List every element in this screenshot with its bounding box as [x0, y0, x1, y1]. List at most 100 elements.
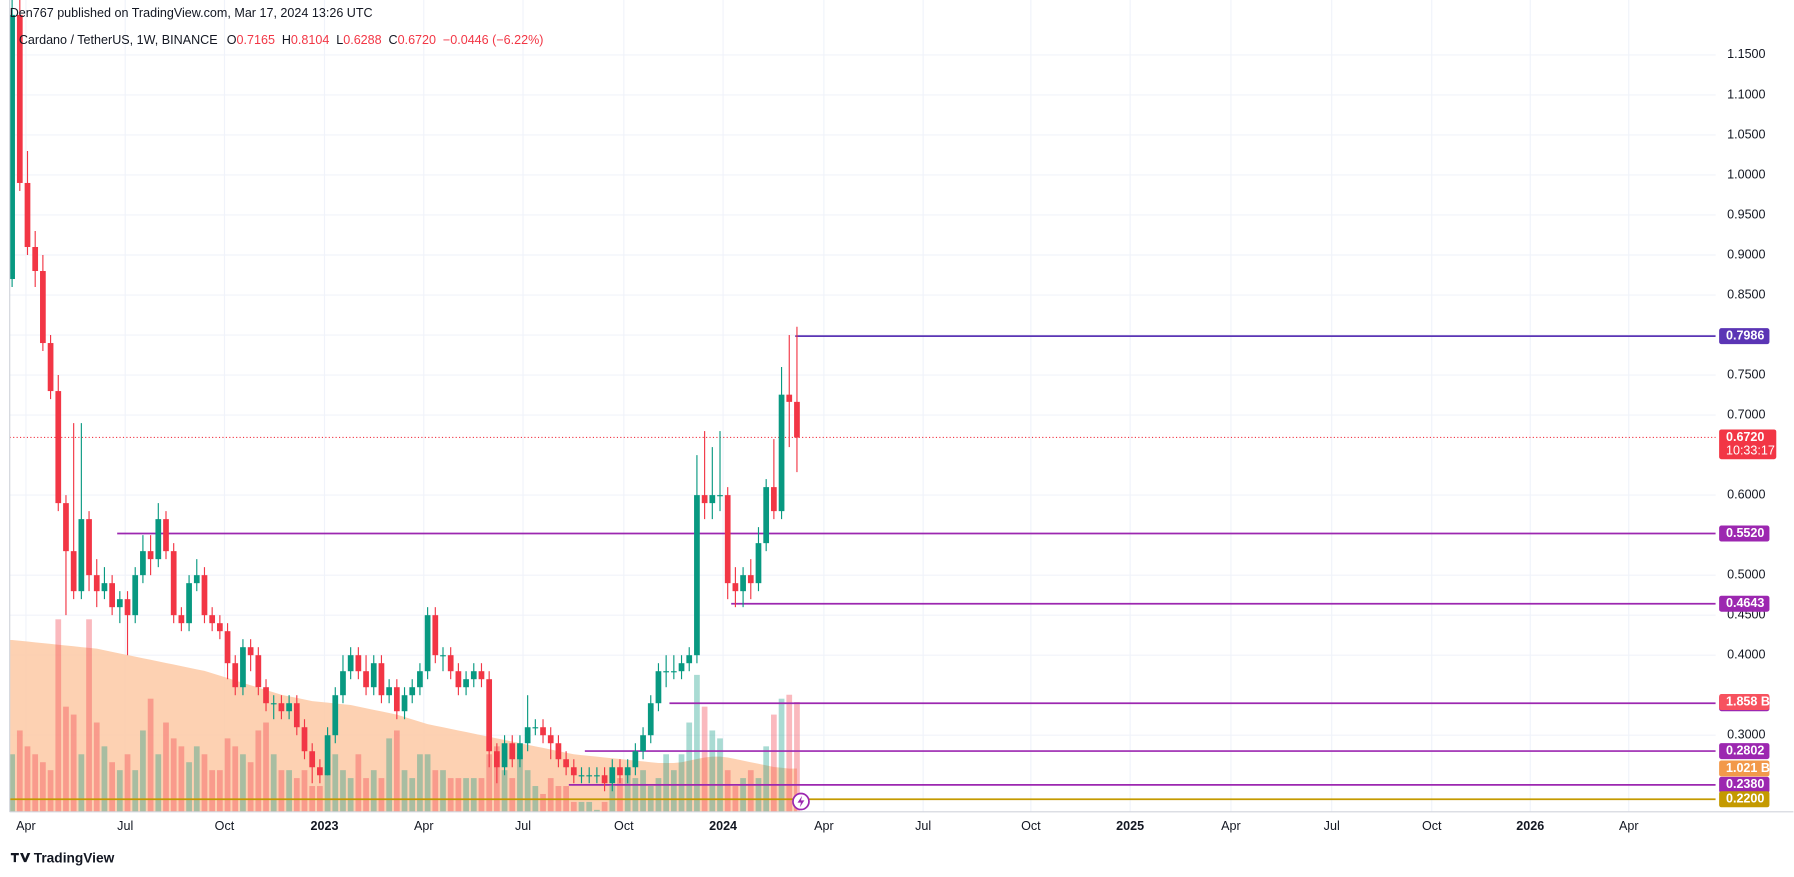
legend: Cardano / TetherUS, 1W, BINANCE O0.7165 H0…: [19, 33, 544, 47]
candle-body: [370, 663, 377, 688]
volume-bar: [794, 702, 800, 812]
legend-value: 0.8104: [291, 33, 329, 47]
x-tick-label: Oct: [1021, 819, 1041, 833]
volume-bar: [701, 706, 708, 812]
candle-body: [140, 551, 146, 576]
candle-body: [293, 703, 300, 728]
candle-body: [409, 687, 416, 696]
candle-body: [655, 671, 662, 704]
candle-body: [378, 663, 385, 696]
level-label: 0.2200: [1726, 792, 1764, 806]
volume-bar: [163, 722, 169, 812]
candle-body: [447, 655, 454, 672]
volume-bar: [109, 762, 115, 812]
volume-bar: [540, 793, 546, 812]
candle-body: [116, 599, 123, 608]
level-label: 0.5520: [1726, 526, 1764, 540]
volume-bar: [47, 770, 54, 812]
candle-body: [170, 551, 177, 616]
published: Den767 published on TradingView.com, Mar…: [10, 6, 373, 20]
legend-key: L: [336, 33, 343, 47]
candle-body: [186, 583, 192, 624]
x-tick-label: Oct: [1422, 819, 1442, 833]
candle-body: [717, 495, 723, 497]
candle-body: [32, 246, 39, 272]
candle-body: [740, 575, 746, 592]
candle-body: [594, 775, 600, 777]
volume-bar: [678, 754, 685, 812]
last-price-box: [1719, 429, 1777, 460]
candle-body: [209, 615, 216, 624]
candle-body: [670, 671, 677, 673]
overlay: Apr Jul Oct 2023 Apr Jul Oct 2024 Apr Jul Oct 2025 A…: [16, 47, 1777, 833]
candle-body: [640, 735, 646, 752]
candle-body: [424, 615, 431, 672]
volume-bar: [617, 778, 623, 812]
candle-body: [324, 735, 331, 776]
y-tick-label: 1.1500: [1727, 47, 1765, 61]
candle-body: [193, 575, 200, 584]
candle-body: [286, 703, 292, 712]
volume-bar: [409, 778, 416, 812]
x-tick-label: Oct: [614, 819, 634, 833]
y-tick-label: 1.0500: [1727, 127, 1765, 141]
candle-body: [401, 695, 408, 712]
candle-body: [201, 575, 208, 616]
volume-bar: [132, 770, 139, 812]
candle-body: [147, 551, 154, 560]
volume-bar: [463, 778, 469, 812]
y-tick-label: 0.9500: [1727, 207, 1765, 221]
volume-bar: [155, 754, 162, 812]
candle-body: [524, 727, 531, 744]
candle-body: [555, 743, 562, 760]
legend-value: 0.6720: [398, 33, 436, 47]
volume-bar: [624, 770, 631, 812]
candle-body: [63, 503, 69, 552]
candle-body: [617, 767, 623, 776]
x-tick-label: Apr: [1619, 819, 1639, 833]
candle-body: [86, 519, 92, 576]
volume-bar: [440, 770, 446, 812]
volume-bar: [340, 770, 346, 812]
volume-bar: [393, 730, 400, 812]
volume-bar: [116, 770, 123, 812]
y-tick-label: 1.1000: [1727, 87, 1765, 101]
volume-bar: [124, 754, 131, 812]
candle-body: [70, 551, 77, 592]
candle-body: [309, 751, 316, 768]
volume-bar: [278, 770, 285, 812]
candle-body: [393, 687, 400, 712]
volume-bar: [524, 770, 531, 812]
y-tick-label: 0.3000: [1727, 728, 1765, 742]
volume-bar: [363, 778, 369, 812]
grid: [9, 0, 1716, 812]
event-bolt: [797, 795, 805, 808]
volume-bar: [178, 746, 185, 812]
candle-body: [509, 743, 516, 760]
volume-bar: [594, 809, 600, 812]
volume-bar: [78, 754, 85, 812]
volume-bar: [778, 698, 785, 812]
volume-ma-area: [9, 639, 797, 812]
candle-body: [432, 615, 439, 656]
level-label-box: [1719, 791, 1770, 808]
volume-bar: [40, 762, 46, 812]
x-tick-label: Apr: [814, 819, 834, 833]
x-tick-label: 2024: [709, 819, 737, 833]
volume-label: 1.858 B: [1726, 694, 1770, 708]
candle-body: [763, 487, 770, 544]
y-tick-label: 0.5000: [1727, 567, 1765, 581]
volume-bar: [216, 770, 223, 812]
volume-label-box: [1719, 694, 1770, 711]
candle-body: [93, 575, 100, 592]
volume-bar: [324, 770, 331, 812]
footer-brand: TradingView: [34, 850, 115, 865]
candle-body: [155, 519, 162, 560]
candle-body: [332, 695, 339, 736]
candle-body: [778, 394, 785, 512]
candle-body: [301, 727, 308, 752]
x-tick-label: 2026: [1516, 819, 1544, 833]
volume-bar: [601, 801, 608, 812]
legend-key: C: [389, 33, 398, 47]
volume-bar: [9, 754, 15, 812]
